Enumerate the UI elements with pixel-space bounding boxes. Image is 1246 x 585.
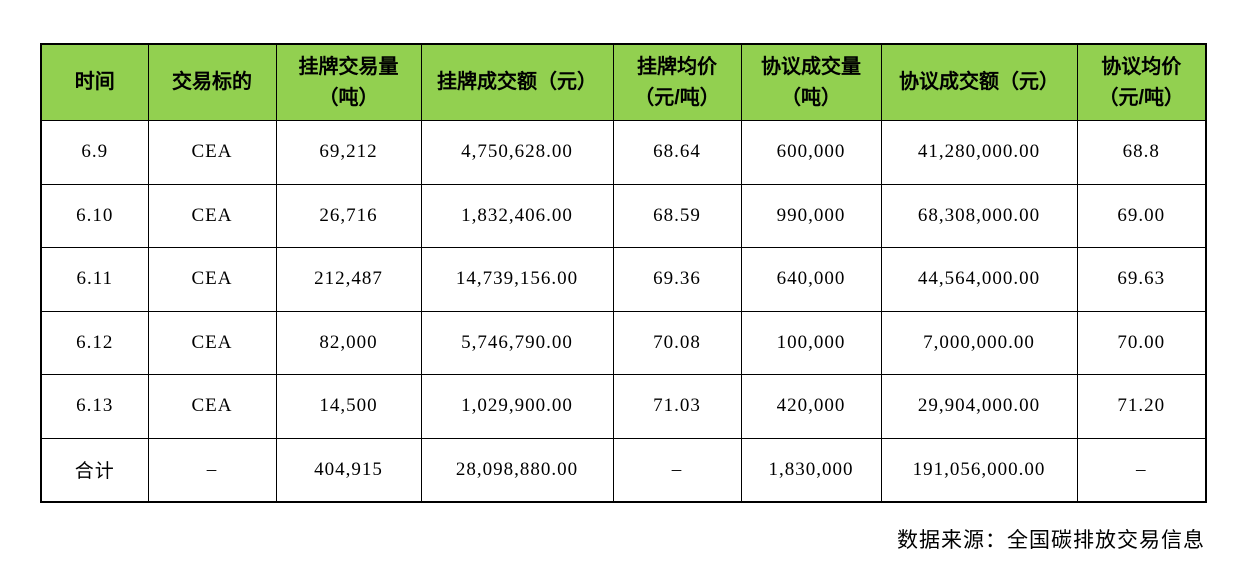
- column-header-listed-volume: 挂牌交易量 （吨）: [275, 43, 422, 121]
- cell-agreement-avg-price: 71.20: [1076, 374, 1207, 439]
- data-source-note: 数据来源：全国碳排放交易信息: [897, 528, 1205, 552]
- cell-agreement-volume: 640,000: [740, 247, 882, 312]
- cell-listed-volume: 26,716: [275, 183, 422, 248]
- column-header-listed-turnover: 挂牌成交额（元）: [420, 43, 614, 121]
- cell-listed-volume: 82,000: [275, 310, 422, 375]
- cell-agreement-volume: 990,000: [740, 183, 882, 248]
- table-row-6-10: 6.10 CEA 26,716 1,832,406.00 68.59 990,0…: [40, 183, 1207, 248]
- cell-target: CEA: [147, 374, 277, 439]
- column-header-listed-avg-price: 挂牌均价 （元/吨）: [612, 43, 742, 121]
- cell-agreement-avg-price: –: [1076, 437, 1207, 503]
- cell-listed-avg-price: 69.36: [612, 247, 742, 312]
- cell-listed-avg-price: –: [612, 437, 742, 503]
- cell-listed-turnover: 5,746,790.00: [420, 310, 614, 375]
- cell-agreement-turnover: 68,308,000.00: [880, 183, 1078, 248]
- cell-listed-volume: 14,500: [275, 374, 422, 439]
- cell-listed-volume: 69,212: [275, 120, 422, 185]
- cell-agreement-avg-price: 69.00: [1076, 183, 1207, 248]
- cell-date: 6.10: [40, 183, 149, 248]
- cell-agreement-turnover: 7,000,000.00: [880, 310, 1078, 375]
- cell-agreement-volume: 1,830,000: [740, 437, 882, 503]
- cell-listed-avg-price: 68.64: [612, 120, 742, 185]
- cell-agreement-turnover: 44,564,000.00: [880, 247, 1078, 312]
- cell-listed-turnover: 14,739,156.00: [420, 247, 614, 312]
- cell-listed-volume: 212,487: [275, 247, 422, 312]
- cell-agreement-avg-price: 68.8: [1076, 120, 1207, 185]
- cell-listed-avg-price: 70.08: [612, 310, 742, 375]
- cell-listed-turnover: 28,098,880.00: [420, 437, 614, 503]
- table-row-6-13: 6.13 CEA 14,500 1,029,900.00 71.03 420,0…: [40, 374, 1207, 439]
- cell-target: CEA: [147, 247, 277, 312]
- cell-target: CEA: [147, 183, 277, 248]
- cell-date: 6.9: [40, 120, 149, 185]
- column-header-time: 时间: [40, 43, 149, 121]
- cell-target: CEA: [147, 120, 277, 185]
- cell-date: 6.13: [40, 374, 149, 439]
- carbon-trading-table: 时间 交易标的 挂牌交易量 （吨） 挂牌成交额（元） 挂牌均价 （元/吨） 协议…: [40, 43, 1207, 503]
- table-header-row: 时间 交易标的 挂牌交易量 （吨） 挂牌成交额（元） 挂牌均价 （元/吨） 协议…: [40, 43, 1207, 121]
- cell-agreement-avg-price: 69.63: [1076, 247, 1207, 312]
- table-row-6-9: 6.9 CEA 69,212 4,750,628.00 68.64 600,00…: [40, 120, 1207, 185]
- cell-total-label: 合计: [40, 437, 149, 503]
- cell-listed-turnover: 1,832,406.00: [420, 183, 614, 248]
- cell-listed-avg-price: 71.03: [612, 374, 742, 439]
- table-row-total: 合计 – 404,915 28,098,880.00 – 1,830,000 1…: [40, 437, 1207, 503]
- table-row-6-12: 6.12 CEA 82,000 5,746,790.00 70.08 100,0…: [40, 310, 1207, 375]
- column-header-agreement-volume: 协议成交量 （吨）: [740, 43, 882, 121]
- cell-date: 6.12: [40, 310, 149, 375]
- cell-agreement-turnover: 29,904,000.00: [880, 374, 1078, 439]
- cell-agreement-volume: 100,000: [740, 310, 882, 375]
- column-header-agreement-turnover: 协议成交额（元）: [880, 43, 1078, 121]
- cell-listed-volume: 404,915: [275, 437, 422, 503]
- table-row-6-11: 6.11 CEA 212,487 14,739,156.00 69.36 640…: [40, 247, 1207, 312]
- cell-agreement-turnover: 191,056,000.00: [880, 437, 1078, 503]
- column-header-agreement-avg-price: 协议均价 （元/吨）: [1076, 43, 1207, 121]
- cell-agreement-volume: 420,000: [740, 374, 882, 439]
- cell-listed-avg-price: 68.59: [612, 183, 742, 248]
- cell-target: –: [147, 437, 277, 503]
- cell-agreement-volume: 600,000: [740, 120, 882, 185]
- cell-date: 6.11: [40, 247, 149, 312]
- cell-listed-turnover: 4,750,628.00: [420, 120, 614, 185]
- cell-agreement-avg-price: 70.00: [1076, 310, 1207, 375]
- cell-target: CEA: [147, 310, 277, 375]
- cell-listed-turnover: 1,029,900.00: [420, 374, 614, 439]
- column-header-trading-target: 交易标的: [147, 43, 277, 121]
- cell-agreement-turnover: 41,280,000.00: [880, 120, 1078, 185]
